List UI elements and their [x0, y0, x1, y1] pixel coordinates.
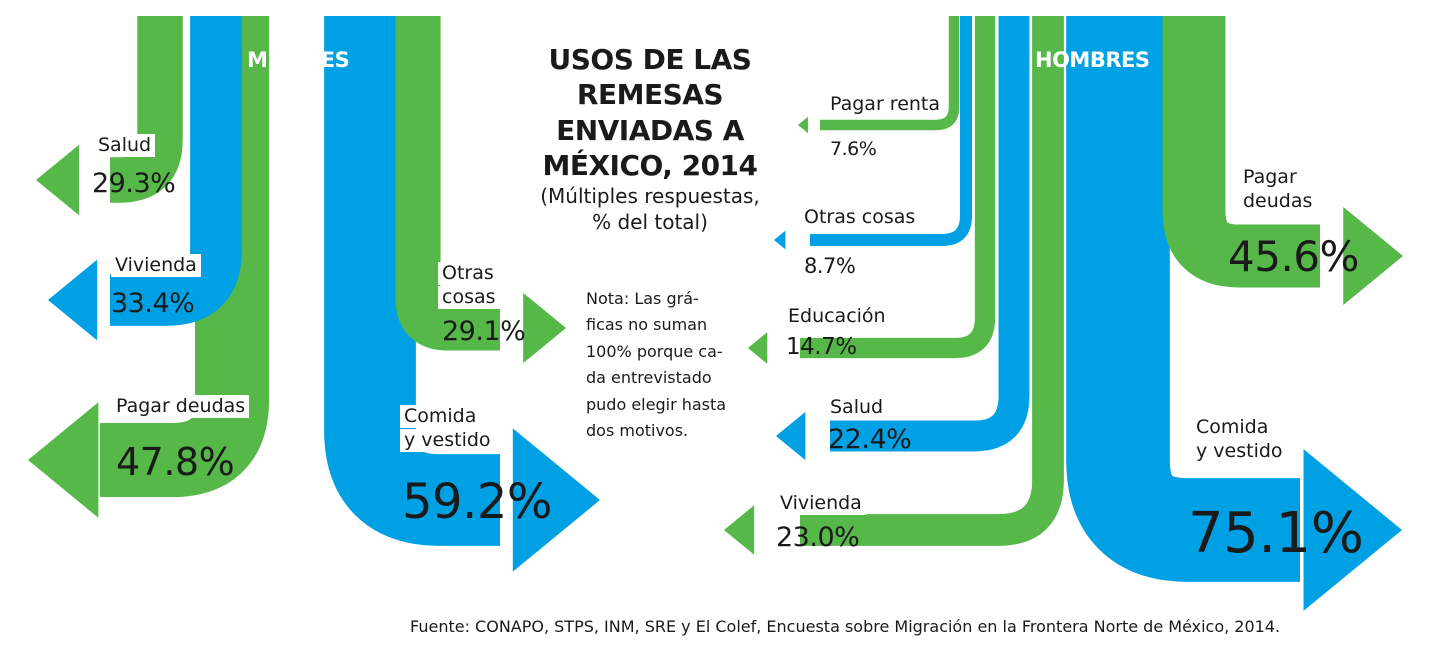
hombres-salud-band: [830, 16, 1030, 452]
category-label: Otras cosas: [800, 206, 920, 229]
hombres-vivienda-band: [800, 16, 1064, 546]
category-label: Vivienda: [776, 492, 866, 515]
mujeres-vivienda-band: [110, 16, 242, 326]
value-label: 45.6%: [1228, 232, 1359, 281]
hombres-salud-arrowhead: [776, 411, 806, 461]
hombres-educacion-band: [800, 16, 996, 359]
hombres-pagar-renta-band: [820, 16, 960, 131]
hombres-pagar-deudas-band: [1162, 16, 1320, 288]
note-line: dos motivos.: [586, 420, 689, 440]
value-label: 59.2%: [402, 474, 552, 530]
hombres-comida-vestido-arrowhead: [1303, 449, 1402, 611]
value-label: 33.4%: [111, 288, 195, 319]
category-label: Comida: [1192, 416, 1273, 439]
value-label: 29.1%: [442, 316, 526, 347]
value-label: 23.0%: [776, 522, 860, 553]
chart-subtitle-line: (Múltiples respuestas,: [540, 184, 760, 209]
source-note: Fuente: CONAPO, STPS, INM, SRE y El Cole…: [410, 617, 1281, 636]
category-label: Pagar: [1239, 166, 1301, 189]
mujeres-vivienda-arrowhead: [48, 259, 98, 341]
note-line: 100% porque ca-: [586, 341, 723, 361]
hombres-otras-cosas-band: [810, 16, 973, 247]
category-label: y vestido: [400, 429, 495, 452]
category-label: Salud: [826, 396, 888, 419]
chart-subtitle-line: % del total): [592, 210, 708, 235]
category-label: Educación: [784, 305, 890, 328]
mujeres-comida-vestido-arrowhead: [512, 428, 600, 572]
hombres-vivienda-arrowhead: [724, 505, 755, 555]
value-label: 47.8%: [116, 440, 235, 484]
value-label: 22.4%: [828, 424, 912, 455]
category-label: Pagar deudas: [112, 395, 250, 418]
category-label: Vivienda: [111, 254, 201, 277]
value-label: 14.7%: [786, 334, 857, 360]
group-header-mujeres: MUJERES: [247, 48, 350, 72]
note-line: pudo elegir hasta: [586, 394, 727, 414]
category-label: Salud: [94, 134, 156, 157]
category-label: Otras: [438, 262, 498, 285]
note-line: Nota: Las grá-: [586, 289, 699, 308]
chart-title-line: MÉXICO, 2014: [542, 148, 758, 182]
value-label: 29.3%: [92, 168, 176, 199]
hombres-otras-cosas-arrowhead: [774, 230, 786, 250]
chart-title-line: USOS DE LAS: [548, 43, 752, 76]
hombres-pagar-renta-arrowhead: [798, 116, 808, 134]
value-label: 75.1%: [1188, 501, 1364, 566]
mujeres-otras-cosas-band: [395, 16, 500, 351]
mujeres-otras-cosas-arrowhead: [523, 292, 566, 364]
note: Nota: Las grá- ficas no suman 100% porqu…: [586, 286, 736, 444]
mujeres-salud-arrowhead: [36, 144, 80, 216]
mujeres-pagar-deudas-arrowhead: [28, 402, 99, 518]
hombres-comida-vestido-band: [1066, 16, 1300, 582]
hombres-pagar-deudas-arrowhead: [1343, 206, 1403, 306]
value-label: 7.6%: [830, 138, 877, 160]
chart-title-line: ENVIADAS A: [556, 113, 744, 147]
mujeres-comida-vestido-band: [324, 16, 500, 546]
chart-title-line: REMESAS: [576, 78, 724, 112]
category-label: Pagar renta: [826, 93, 945, 116]
note-line: da entrevistado: [586, 368, 712, 388]
mujeres-salud-band: [97, 16, 183, 203]
hombres-educacion-arrowhead: [748, 332, 768, 364]
category-label: deudas: [1239, 190, 1317, 213]
category-label: Comida: [400, 405, 481, 428]
group-header-hombres: HOMBRES: [1035, 48, 1150, 72]
category-label: cosas: [438, 286, 500, 309]
title-block: USOS DE LAS REMESAS ENVIADAS A MÉXICO, 2…: [525, 42, 775, 235]
note-line: ficas no suman: [586, 315, 708, 335]
value-label: 8.7%: [804, 254, 856, 278]
category-label: y vestido: [1192, 440, 1287, 463]
